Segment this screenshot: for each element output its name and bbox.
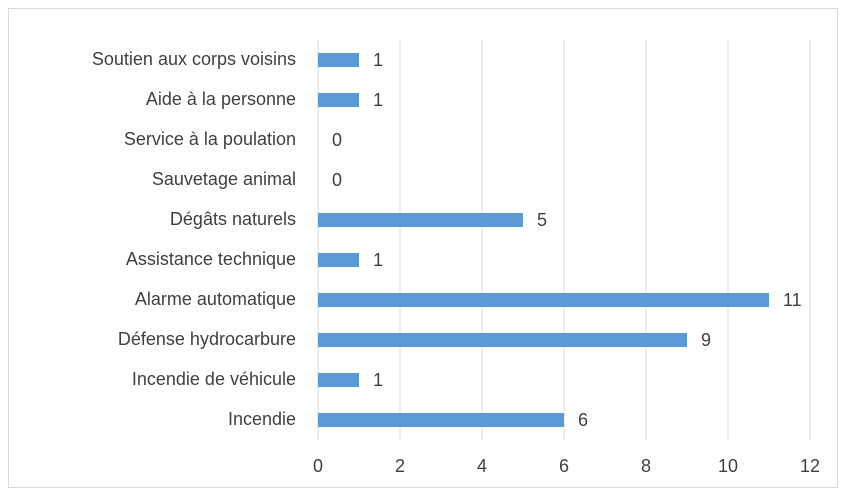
- bar: [318, 413, 564, 427]
- bar: [318, 93, 359, 107]
- y-tick-label: Alarme automatique: [135, 289, 296, 309]
- data-label: 0: [332, 170, 342, 190]
- y-tick-label: Soutien aux corps voisins: [92, 49, 296, 69]
- data-label: 0: [332, 130, 342, 150]
- data-label: 9: [701, 330, 711, 350]
- x-tick-label: 8: [641, 456, 651, 476]
- y-tick-label: Aide à la personne: [146, 89, 296, 109]
- y-tick-label: Assistance technique: [126, 249, 296, 269]
- x-tick-label: 6: [559, 456, 569, 476]
- bar: [318, 293, 769, 307]
- y-tick-label: Incendie de véhicule: [132, 369, 296, 389]
- data-label: 1: [373, 370, 383, 390]
- data-label: 1: [373, 90, 383, 110]
- y-tick-label: Service à la poulation: [124, 129, 296, 149]
- bar: [318, 333, 687, 347]
- bar: [318, 53, 359, 67]
- x-tick-label: 2: [395, 456, 405, 476]
- bar: [318, 213, 523, 227]
- data-label: 11: [783, 290, 802, 310]
- data-label: 5: [537, 210, 547, 230]
- x-tick-label: 0: [313, 456, 323, 476]
- x-tick-label: 4: [477, 456, 487, 476]
- data-label: 1: [373, 50, 383, 70]
- x-tick-label: 12: [800, 456, 820, 476]
- bar: [318, 253, 359, 267]
- y-tick-label: Sauvetage animal: [152, 169, 296, 189]
- x-tick-label: 10: [718, 456, 738, 476]
- y-tick-label: Incendie: [228, 409, 296, 429]
- data-label: 6: [578, 410, 588, 430]
- bar: [318, 373, 359, 387]
- y-tick-label: Défense hydrocarbure: [118, 329, 296, 349]
- chart-border: [8, 8, 838, 488]
- data-label: 1: [373, 250, 383, 270]
- y-tick-label: Dégâts naturels: [170, 209, 296, 229]
